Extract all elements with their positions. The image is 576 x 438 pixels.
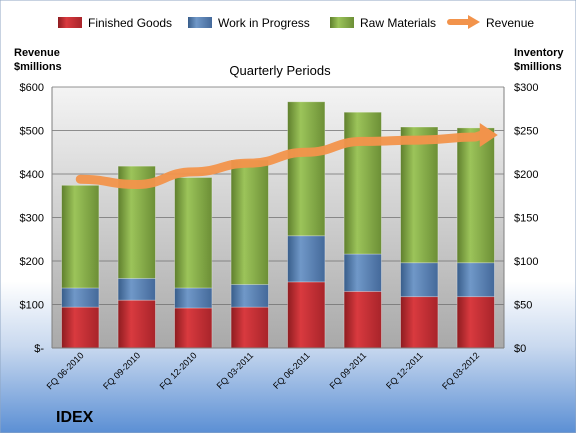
legend-swatch-finished-goods <box>58 17 82 28</box>
bar-raw-materials <box>287 101 326 237</box>
bars <box>61 101 495 349</box>
bar-finished-goods <box>174 307 213 349</box>
right-tick-label: $250 <box>514 126 538 138</box>
legend-label-revenue: Revenue <box>486 16 534 30</box>
bar-work-in-progress <box>343 253 382 292</box>
company-name: IDEX <box>56 409 94 426</box>
right-tick-label: $200 <box>514 169 538 181</box>
bar-raw-materials <box>400 126 439 264</box>
legend-label-work-in-progress: Work in Progress <box>218 16 310 30</box>
bar-finished-goods <box>287 281 326 349</box>
bar-raw-materials <box>61 184 100 289</box>
bar-finished-goods <box>61 306 100 349</box>
right-tick-label: $150 <box>514 213 538 225</box>
left-tick-label: $100 <box>20 300 44 312</box>
left-tick-label: $600 <box>20 82 44 94</box>
right-axis-label-line2: $millions <box>514 61 562 73</box>
bar-work-in-progress <box>61 287 100 308</box>
bar-raw-materials <box>456 127 495 264</box>
left-tick-label: $400 <box>20 169 44 181</box>
bar-finished-goods <box>343 291 382 349</box>
bar-raw-materials <box>174 177 213 289</box>
left-tick-label: $500 <box>20 126 44 138</box>
right-tick-label: $100 <box>514 256 538 268</box>
right-tick-label: $300 <box>514 82 538 94</box>
legend-swatch-revenue-arrow <box>468 15 480 29</box>
bar-raw-materials <box>230 159 269 285</box>
bar-finished-goods <box>400 296 439 349</box>
revenue-line <box>75 123 498 189</box>
bar-work-in-progress <box>174 287 213 309</box>
left-tick-label: $- <box>34 343 44 355</box>
legend: Finished Goods Work in Progress Raw Materi… <box>58 15 534 30</box>
bar-work-in-progress <box>230 284 269 308</box>
left-axis-label-line1: Revenue <box>14 47 60 59</box>
legend-swatch-raw-materials <box>330 17 354 28</box>
left-tick-label: $300 <box>20 213 44 225</box>
revenue-line-path <box>75 130 487 189</box>
legend-label-finished-goods: Finished Goods <box>88 16 172 30</box>
bar-work-in-progress <box>287 235 326 283</box>
bar-work-in-progress <box>117 277 156 301</box>
bar-work-in-progress <box>456 262 495 298</box>
legend-label-raw-materials: Raw Materials <box>360 16 436 30</box>
bar-work-in-progress <box>400 262 439 298</box>
left-axis-label-line2: $millions <box>14 61 62 73</box>
left-tick-label: $200 <box>20 256 44 268</box>
bar-finished-goods <box>456 296 495 349</box>
right-tick-label: $50 <box>514 300 532 312</box>
revenue-arrowhead <box>479 123 498 148</box>
bar-raw-materials <box>343 111 382 255</box>
chart-title: Quarterly Periods <box>229 63 331 78</box>
right-axis-label-line1: Inventory <box>514 47 564 59</box>
legend-swatch-work-in-progress <box>188 17 212 28</box>
right-tick-label: $0 <box>514 343 526 355</box>
bar-finished-goods <box>230 306 269 349</box>
bar-finished-goods <box>117 299 156 349</box>
